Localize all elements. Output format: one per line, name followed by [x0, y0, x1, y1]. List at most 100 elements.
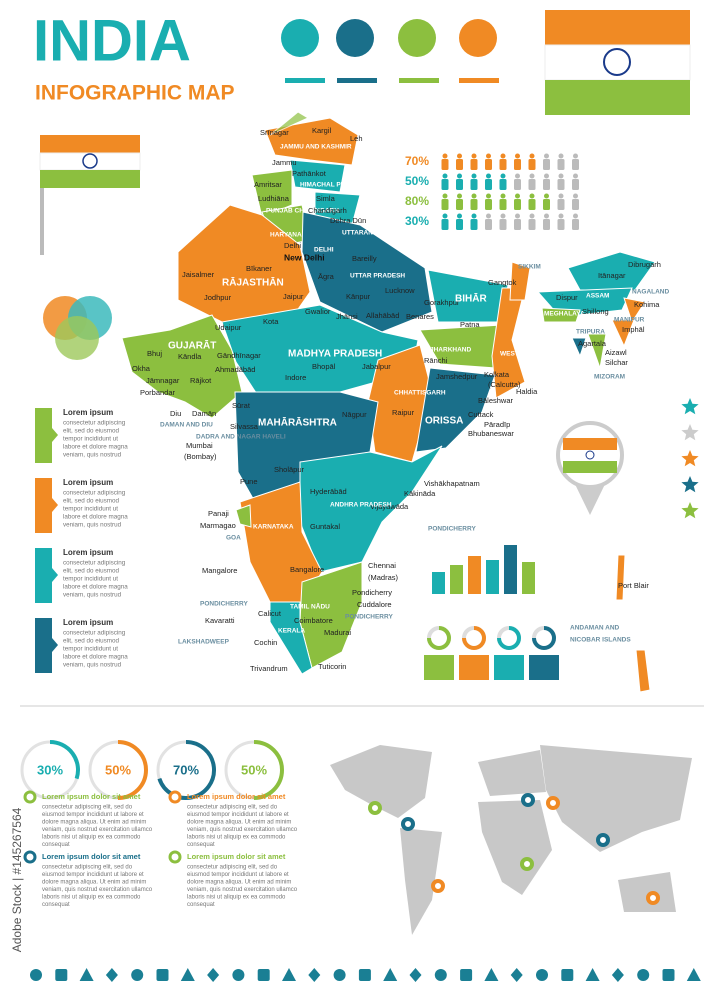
icon — [131, 969, 144, 981]
globe — [459, 19, 497, 57]
map-label: Kavaratti — [205, 616, 235, 625]
person-icon — [500, 213, 506, 219]
map-label: (Madras) — [368, 573, 399, 582]
person-icon — [529, 213, 535, 219]
person-icon — [442, 213, 448, 219]
card-ring-arc — [497, 626, 521, 650]
person-icon — [500, 153, 506, 159]
map-label: Mangalore — [202, 566, 237, 575]
ring-arc — [253, 740, 284, 800]
decor-bar — [486, 560, 499, 594]
icon — [460, 969, 473, 981]
map-label: Bangalore — [290, 565, 324, 574]
map-label: Porbandar — [140, 388, 176, 397]
map-label: Udaipur — [215, 323, 242, 332]
icon — [434, 969, 447, 981]
state — [509, 261, 531, 301]
map-label: Āgra — [318, 272, 335, 281]
person-icon — [544, 213, 549, 219]
continent — [478, 750, 546, 796]
person-icon — [470, 159, 478, 170]
note-line: dolore magna aliqua. Ut enim ad minim — [42, 820, 146, 826]
chakra — [82, 153, 98, 169]
globe-bar — [337, 78, 377, 83]
map-label: Bhuj — [147, 349, 162, 358]
person-icon — [457, 173, 462, 179]
note-line: laboris nisi ut aliquip ex ea commodo — [42, 895, 141, 901]
person-icon — [500, 173, 506, 179]
people-row — [441, 173, 579, 190]
person-icon — [471, 213, 477, 219]
map-label: BIHĀR — [455, 293, 487, 305]
person-icon — [558, 153, 564, 159]
people-row — [441, 213, 579, 230]
person-icon — [441, 159, 449, 170]
note-line: dolore magna aliqua. Ut enim ad minim — [187, 880, 291, 886]
note-line: veniam, quis nostrud exercitation ullamc… — [42, 827, 153, 833]
note-line: laboris nisi ut aliquip ex ea commodo — [42, 835, 141, 841]
map-label: Kohima — [634, 300, 660, 309]
map-label: GUJARĀT — [168, 340, 216, 352]
watermark: Adobe Stock | #145267564 — [10, 807, 24, 952]
state — [541, 307, 581, 323]
map-label: Marmagao — [200, 521, 236, 530]
map-label: GOA — [226, 535, 241, 542]
icon — [333, 969, 346, 981]
globes — [281, 19, 499, 83]
person-icon — [515, 193, 520, 199]
flag-stripe — [40, 170, 140, 188]
person-icon — [573, 213, 578, 219]
venn — [43, 296, 112, 360]
stat-label: 80% — [405, 194, 429, 208]
world-pin — [401, 817, 415, 831]
state — [264, 117, 359, 166]
map-label: Trivandrum — [250, 664, 288, 673]
map-label: Shillong — [582, 307, 609, 316]
star — [681, 398, 699, 415]
continent — [400, 828, 442, 935]
person-icon — [573, 193, 578, 199]
star — [681, 476, 699, 493]
continent — [478, 800, 552, 895]
globe-bar — [285, 78, 325, 83]
person-icon — [485, 179, 492, 190]
map-label: Jabalpur — [362, 362, 391, 371]
person-icon — [499, 219, 507, 230]
person-icon — [528, 159, 536, 170]
map-label: Gwalior — [305, 307, 331, 316]
note-line: veniam, quis nostrud — [63, 522, 122, 529]
icon — [79, 968, 94, 981]
note-icon — [23, 850, 37, 864]
map-label: MANIPUR — [614, 317, 645, 324]
icon — [536, 969, 548, 981]
note-title: Lorem ipsum dolor sit amet — [187, 852, 286, 861]
continent — [330, 745, 432, 818]
ring-label: 50% — [241, 762, 267, 777]
map-label: TRIPURA — [576, 329, 605, 336]
person-icon — [572, 219, 579, 230]
flag-stripe — [40, 135, 140, 153]
card-ring-arc — [427, 626, 451, 650]
map-label: Imphāl — [622, 325, 645, 334]
hatch — [269, 111, 310, 136]
map-label: JAMMU AND KASHMIR — [280, 144, 352, 151]
ring-label: 30% — [37, 762, 63, 777]
note-line: eiusmod tempor incididunt ut labore et — [42, 872, 144, 878]
person-icon — [573, 153, 578, 159]
icon — [637, 969, 650, 981]
map-label: Okha — [132, 364, 151, 373]
note-line: labore et dolore magna — [63, 444, 128, 451]
map-label: Chennai — [368, 561, 396, 570]
person-icon — [457, 213, 462, 219]
map-label: LAKSHADWEEP — [178, 639, 230, 646]
note-title: Lorem ipsum dolor sit amet — [187, 792, 286, 801]
state — [587, 333, 607, 370]
note-tab — [35, 408, 52, 463]
person-icon — [544, 153, 549, 159]
map-label: Calicut — [258, 609, 282, 618]
note-line: labore et dolore magna — [63, 654, 128, 661]
flag-stripe — [545, 80, 690, 115]
person-icon — [514, 219, 521, 230]
map-label: KARNATAKA — [253, 524, 294, 531]
map-label: Gangtok — [488, 278, 517, 287]
